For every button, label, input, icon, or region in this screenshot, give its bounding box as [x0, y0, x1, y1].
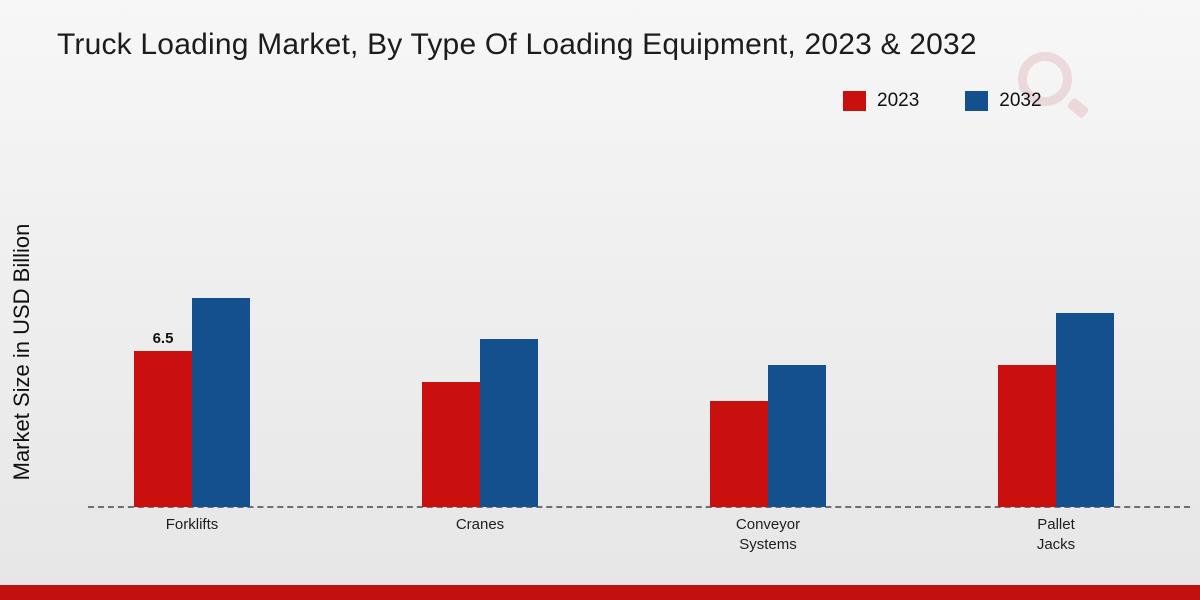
bar-2023-conveyor-systems [710, 401, 768, 507]
bar-group-conveyor-systems [710, 365, 826, 507]
x-axis-label-forklifts: Forklifts [165, 516, 219, 533]
plot-area: 6.5 Forklifts Cranes Conveyor Systems Palle… [88, 140, 1190, 553]
bar-2023-forklifts [134, 351, 192, 507]
x-axis-label-pallet-jacks: Pallet Jacks [1036, 516, 1076, 553]
x-axis-baseline [88, 506, 1190, 508]
bar-2023-pallet-jacks [998, 365, 1056, 507]
watermark-circle [1018, 52, 1072, 106]
bar-slot-2032-conveyor-systems [768, 365, 826, 507]
bar-group-cranes [422, 339, 538, 507]
footer-accent-strip [0, 585, 1200, 600]
bars-container: 6.5 [90, 140, 1190, 507]
bar-slot-2032-forklifts [192, 298, 250, 507]
watermark-tail [1066, 96, 1090, 120]
chart-title: Truck Loading Market, By Type Of Loading… [57, 28, 977, 61]
legend-item-2023: 2023 [843, 90, 919, 112]
bar-2032-forklifts [192, 298, 250, 507]
bar-slot-2023-forklifts: 6.5 [134, 330, 192, 507]
bar-slot-2023-pallet-jacks [998, 365, 1056, 507]
bar-2023-cranes [422, 382, 480, 507]
bar-2032-pallet-jacks [1056, 313, 1114, 507]
legend-swatch-2032 [965, 91, 989, 111]
x-axis-label-cranes: Cranes [455, 516, 505, 533]
bar-slot-2023-cranes [422, 382, 480, 507]
watermark-logo-icon [1012, 52, 1092, 124]
bar-slot-2032-cranes [480, 339, 538, 507]
x-axis-label-conveyor-systems: Conveyor Systems [735, 516, 801, 553]
bar-group-pallet-jacks [998, 313, 1114, 507]
legend-label-2032: 2032 [999, 90, 1042, 111]
bar-group-forklifts: 6.5 [134, 298, 250, 507]
legend: 2023 2032 [843, 90, 1042, 112]
y-axis-label: Market Size in USD Billion [9, 223, 34, 481]
x-axis-labels: Forklifts Cranes Conveyor Systems Pallet Ja… [90, 507, 1190, 557]
bar-2032-conveyor-systems [768, 365, 826, 507]
legend-swatch-2023 [843, 91, 866, 111]
legend-label-2023: 2023 [877, 90, 920, 111]
bar-2032-cranes [480, 339, 538, 507]
legend-item-2032: 2032 [965, 90, 1042, 112]
bar-slot-2023-conveyor-systems [710, 401, 768, 507]
bar-slot-2032-pallet-jacks [1056, 313, 1114, 507]
bar-value-label-2023-forklifts: 6.5 [152, 330, 174, 347]
